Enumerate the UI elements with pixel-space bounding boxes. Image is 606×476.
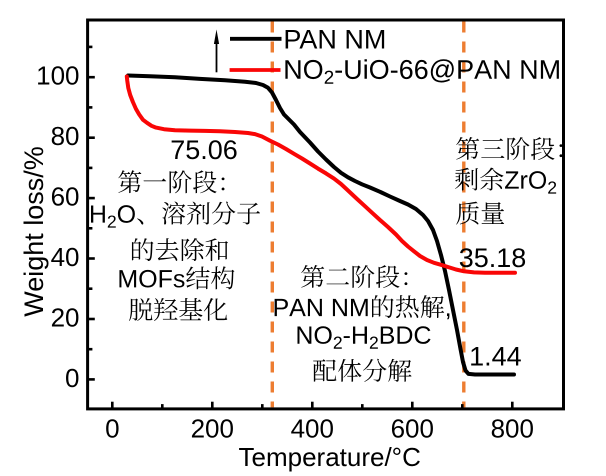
svg-text:80: 80 <box>51 121 80 151</box>
svg-text:1.44: 1.44 <box>469 342 522 372</box>
svg-text:100: 100 <box>36 61 79 91</box>
svg-text:20: 20 <box>51 302 80 332</box>
svg-text:400: 400 <box>291 413 334 443</box>
svg-text:Temperature/°C: Temperature/°C <box>239 442 421 472</box>
svg-text:Weight loss/%: Weight loss/% <box>19 146 49 317</box>
svg-text:200: 200 <box>191 413 234 443</box>
svg-text:60: 60 <box>51 181 80 211</box>
svg-text:0: 0 <box>65 363 79 393</box>
svg-text:PAN NM: PAN NM <box>283 25 386 55</box>
svg-text:600: 600 <box>391 413 434 443</box>
svg-text:35.18: 35.18 <box>459 243 527 273</box>
svg-text:0: 0 <box>105 413 119 443</box>
svg-text:75.06: 75.06 <box>170 135 238 165</box>
svg-text:40: 40 <box>51 242 80 272</box>
svg-text:800: 800 <box>491 413 534 443</box>
